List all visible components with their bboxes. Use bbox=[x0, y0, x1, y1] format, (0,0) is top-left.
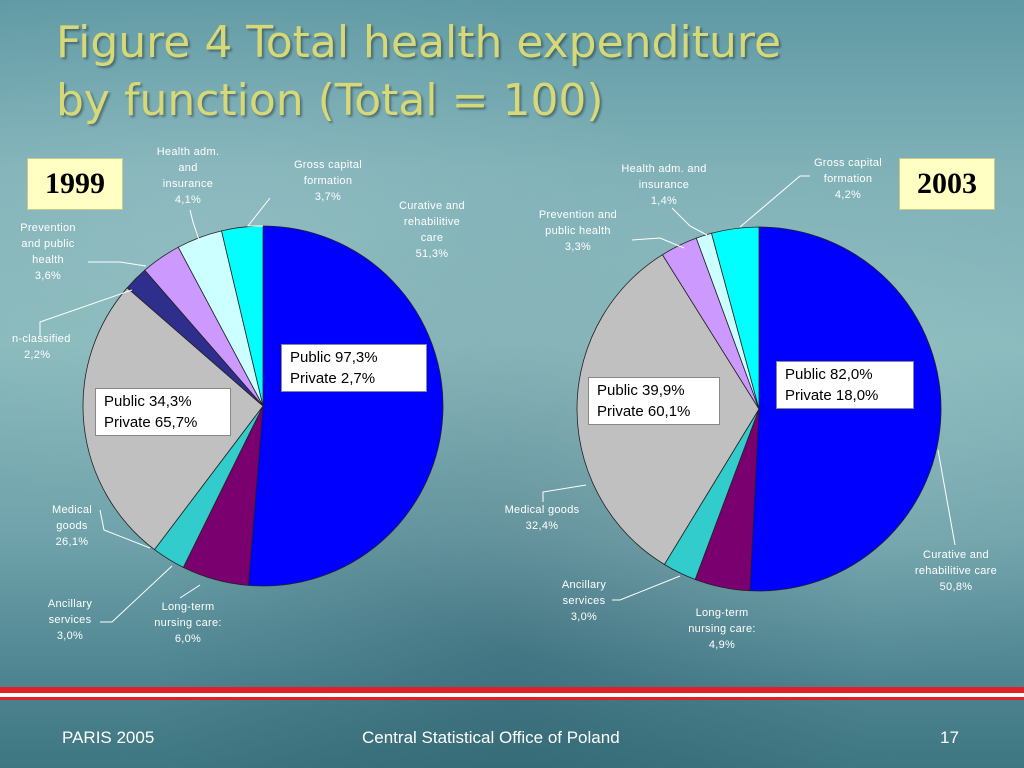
label-1999-health-adm: Health adm. and insurance 4,1% bbox=[156, 146, 220, 206]
pie-chart-1999 bbox=[82, 225, 444, 587]
leader-line-4 bbox=[39, 289, 133, 336]
label-1999-prevention: Prevention and public health 3,6% bbox=[20, 222, 76, 282]
leader-lines bbox=[39, 175, 956, 623]
leader-line-9 bbox=[671, 207, 708, 236]
label-1999-long-term: Long-term nursing care: 6,0% bbox=[154, 601, 222, 645]
public-private-box-1999-medical: Public 34,3% Private 65,7% bbox=[95, 388, 231, 436]
footer-rule-bottom bbox=[0, 697, 1024, 700]
pie-slice-2003-curative-and-rehabilitive-care bbox=[749, 226, 942, 592]
pie-slice-1999-curative-and-rehabilitive-care bbox=[247, 225, 444, 587]
year-label-2003: 2003 bbox=[899, 158, 995, 210]
pie-slice-2003-gross-capital-formation bbox=[711, 226, 760, 410]
leader-line-5 bbox=[100, 565, 173, 623]
leader-line-12 bbox=[937, 449, 956, 546]
year-label-1999: 1999 bbox=[27, 158, 123, 210]
leader-line-11 bbox=[612, 575, 681, 601]
label-2003-curative: Curative and rehabilitive care 50,8% bbox=[914, 549, 998, 593]
title-line-1: Figure 4 Total health expenditure bbox=[56, 17, 782, 68]
footer-center: Central Statistical Office of Poland bbox=[362, 728, 620, 747]
public-private-box-2003-medical: Public 39,9% Private 60,1% bbox=[588, 377, 720, 425]
leader-line-6 bbox=[179, 584, 201, 599]
footer-rule-white bbox=[0, 693, 1024, 697]
label-2003-gross-capital: Gross capital formation 4,2% bbox=[813, 157, 883, 201]
label-2003-long-term: Long-term nursing care: 4,9% bbox=[688, 607, 756, 651]
leader-line-8 bbox=[739, 175, 810, 228]
leader-line-3 bbox=[88, 261, 147, 267]
title-line-2: by function (Total = 100) bbox=[56, 75, 604, 126]
label-1999-curative: Curative and rehabilitive care 51,3% bbox=[399, 200, 465, 260]
leader-line-1 bbox=[246, 197, 271, 227]
leader-line-10 bbox=[631, 237, 685, 249]
label-1999-ancillary: Ancillary services 3,0% bbox=[47, 598, 93, 642]
public-private-box-1999-curative: Public 97,3% Private 2,7% bbox=[281, 344, 427, 392]
label-1999-gross-capital: Gross capital formation 3,7% bbox=[293, 159, 363, 203]
public-private-box-2003-curative: Public 82,0% Private 18,0% bbox=[776, 361, 914, 409]
label-2003-prevention: Prevention and public health 3,3% bbox=[538, 209, 618, 253]
leader-line-7 bbox=[99, 509, 151, 549]
footer-rule-top bbox=[0, 687, 1024, 693]
leader-line-2 bbox=[189, 209, 201, 244]
leader-line-13 bbox=[542, 484, 587, 502]
label-2003-medical-goods: Medical goods 32,4% bbox=[504, 504, 580, 532]
label-1999-unclassified: n-classified 2,2% bbox=[12, 333, 71, 361]
slide-title: Figure 4 Total health expenditure by fun… bbox=[56, 14, 976, 130]
footer-left: PARIS 2005 bbox=[62, 728, 155, 747]
label-2003-health-adm: Health adm. and insurance 1,4% bbox=[621, 163, 707, 207]
label-2003-ancillary: Ancillary services 3,0% bbox=[561, 579, 607, 623]
footer-page-number: 17 bbox=[940, 728, 959, 747]
label-1999-medical-goods: Medical goods 26,1% bbox=[51, 504, 92, 548]
